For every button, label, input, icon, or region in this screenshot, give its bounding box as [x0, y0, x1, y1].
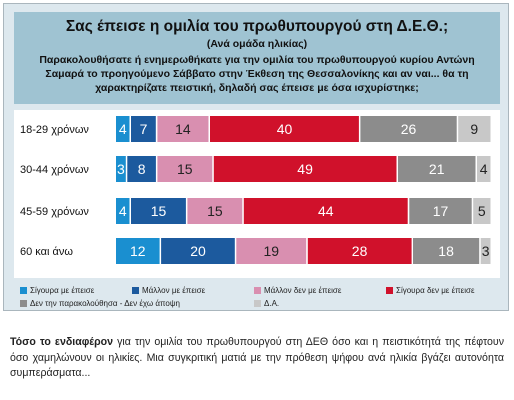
category-label: 30-44 χρόνων — [20, 164, 89, 176]
data-label: 9 — [470, 121, 478, 137]
bar-segment — [236, 238, 307, 264]
bar-segment — [131, 198, 186, 224]
bar-segment — [131, 116, 156, 142]
legend-label: Σίγουρα δεν με έπεισε — [396, 286, 475, 295]
data-label: 8 — [138, 161, 146, 177]
category-label: 60 και άνω — [20, 246, 73, 258]
chart-subtitle: (Ανά ομάδα ηλικίας) — [206, 38, 308, 50]
data-label: 3 — [482, 243, 490, 259]
data-label: 15 — [151, 203, 167, 219]
data-label: 49 — [297, 161, 313, 177]
bar-segment — [458, 116, 491, 142]
legend-item: Μάλλον με έπεισε — [132, 286, 205, 295]
category-label: 45-59 χρόνων — [20, 206, 89, 218]
bar-segment — [187, 198, 243, 224]
data-label: 3 — [117, 161, 125, 177]
stacked-bar-chart: 18-29 χρόνων 4 7 14 40 26 930-44 χρόνων 3 8 15 49 2… — [14, 111, 500, 269]
data-label: 26 — [401, 121, 417, 137]
bar-segment — [473, 198, 491, 224]
legend-item: Μάλλον δεν με έπεισε — [254, 286, 341, 295]
bar-segment — [398, 156, 476, 182]
chart-title: Σας έπεισε η ομιλία του πρωθυπουργού στη… — [65, 18, 449, 35]
chart-header: Σας έπεισε η ομιλία του πρωθυπουργού στη… — [14, 12, 500, 104]
article-body: για την ομιλία του πρωθυπουργού στη ΔΕΘ … — [10, 336, 504, 379]
data-label: 4 — [119, 121, 127, 137]
bar-segment — [413, 238, 480, 264]
legend-item: Δεν την παρακολούθησα - Δεν έχω άποψη — [20, 299, 180, 308]
data-label: 19 — [264, 243, 280, 259]
legend-item: Σίγουρα δεν με έπεισε — [386, 286, 475, 295]
data-label: 15 — [177, 161, 193, 177]
bar-segment — [210, 116, 359, 142]
legend-label: Μάλλον δεν με έπεισε — [264, 286, 342, 295]
data-label: 7 — [140, 121, 148, 137]
bar-segment — [213, 156, 397, 182]
plot-area: 18-29 χρόνων 4 7 14 40 26 9 30-44 χρόνων 3 8 15 49 2… — [14, 110, 500, 278]
bar-segment — [477, 156, 491, 182]
data-label: 5 — [478, 203, 486, 219]
bar-segment — [409, 198, 472, 224]
bar-segment — [116, 156, 126, 182]
legend-swatch — [386, 287, 393, 294]
legend-item: Δ.Α. — [254, 299, 279, 308]
data-label: 44 — [318, 203, 334, 219]
bar-segment — [116, 116, 130, 142]
survey-question: Παρακολουθήσατε ή ενημερωθήκατε για την … — [39, 54, 475, 94]
legend-swatch — [254, 287, 261, 294]
legend-swatch — [20, 300, 27, 307]
bar-segment — [480, 238, 491, 264]
legend-label: Μάλλον με έπεισε — [142, 286, 206, 295]
bar-segment — [116, 238, 160, 264]
data-label: 28 — [352, 243, 368, 259]
bar-segment — [243, 198, 408, 224]
legend-label: Δεν την παρακολούθησα - Δεν έχω άποψη — [30, 299, 180, 308]
legend-swatch — [20, 287, 27, 294]
legend-label: Δ.Α. — [264, 299, 280, 308]
article-lead: Τόσο το ενδιαφέρον — [10, 336, 114, 348]
bar-segment — [161, 238, 235, 264]
legend-swatch — [254, 300, 261, 307]
bar-segment — [157, 156, 213, 182]
bar-segment — [116, 198, 130, 224]
data-label: 40 — [277, 121, 293, 137]
category-label: 18-29 χρόνων — [20, 124, 89, 136]
data-label: 17 — [433, 203, 449, 219]
legend-swatch — [132, 287, 139, 294]
chart-legend: Σίγουρα με έπεισε Μάλλον με έπεισε Μάλλον … — [14, 282, 500, 312]
bar-segment — [360, 116, 457, 142]
data-label: 21 — [429, 161, 445, 177]
bar-segment — [157, 116, 209, 142]
data-label: 12 — [130, 243, 146, 259]
bar-segment — [127, 156, 156, 182]
infographic-card: Σας έπεισε η ομιλία του πρωθυπουργού στη… — [3, 3, 509, 311]
data-label: 15 — [207, 203, 223, 219]
data-label: 18 — [438, 243, 454, 259]
legend-item: Σίγουρα με έπεισε — [20, 286, 94, 295]
data-label: 4 — [480, 161, 488, 177]
legend-label: Σίγουρα με έπεισε — [30, 286, 95, 295]
data-label: 14 — [175, 121, 191, 137]
data-label: 20 — [190, 243, 206, 259]
bar-segment — [307, 238, 412, 264]
article-text: Τόσο το ενδιαφέρον για την ομιλία του πρ… — [10, 335, 504, 382]
data-label: 4 — [119, 203, 127, 219]
